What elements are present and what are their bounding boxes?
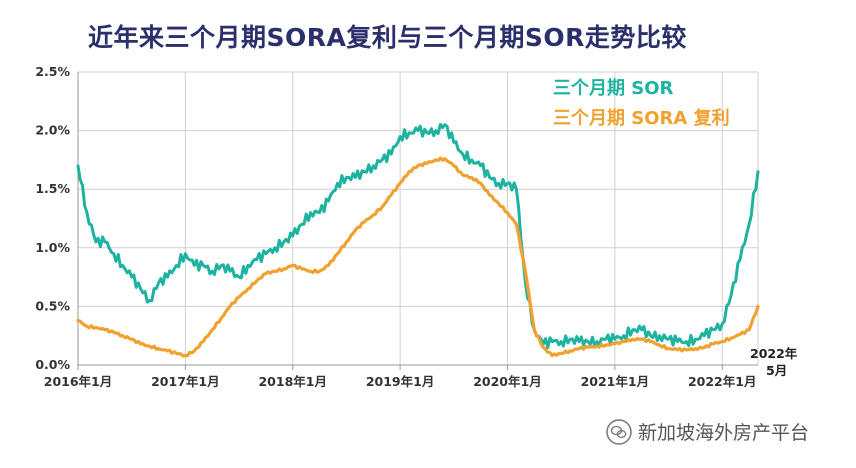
y-tick-label: 1.0% (35, 240, 70, 255)
x-tick-label: 2017年1月 (151, 374, 220, 389)
legend-entry-sor: 三个月期 SOR (553, 77, 674, 99)
x-axis: 2016年1月 2017年1月 2018年1月 2019年1月 2020年1月 2021年… (44, 364, 758, 389)
x-tick-label: 2022年1月 (688, 374, 757, 389)
x-tick-label: 2021年1月 (581, 374, 650, 389)
end-date-label-line2: 5月 (766, 363, 787, 378)
chart-title: 近年来三个月期SORA复利与三个月期SOR走势比较 (88, 23, 687, 52)
x-tick-label: 2020年1月 (473, 374, 542, 389)
x-tick-label: 2018年1月 (258, 374, 327, 389)
y-tick-label: 2.0% (35, 123, 70, 138)
series-line-sora (76, 156, 760, 358)
grid (77, 71, 759, 366)
y-tick-label: 1.5% (35, 181, 70, 196)
watermark-text: 新加坡海外房产平台 (638, 422, 810, 444)
x-tick-label: 2019年1月 (366, 374, 435, 389)
y-tick-label: 2.5% (35, 64, 70, 79)
end-date-label: 2022年 5月 (750, 346, 798, 378)
y-axis: 0.0% 0.5% 1.0% 1.5% 2.0% 2.5% (35, 64, 79, 372)
y-tick-label: 0.5% (35, 298, 70, 313)
series-lines (76, 122, 760, 358)
wechat-icon (606, 418, 632, 445)
watermark: 新加坡海外房产平台 (606, 418, 809, 445)
legend-entry-sora: 三个月期 SORA 复利 (553, 107, 730, 129)
series-line-sor (76, 122, 760, 350)
end-date-label-line1: 2022年 (750, 346, 798, 361)
x-tick-label: 2016年1月 (44, 374, 113, 389)
y-tick-label: 0.0% (35, 357, 70, 372)
legend: 三个月期 SOR 三个月期 SORA 复利 (553, 77, 730, 129)
